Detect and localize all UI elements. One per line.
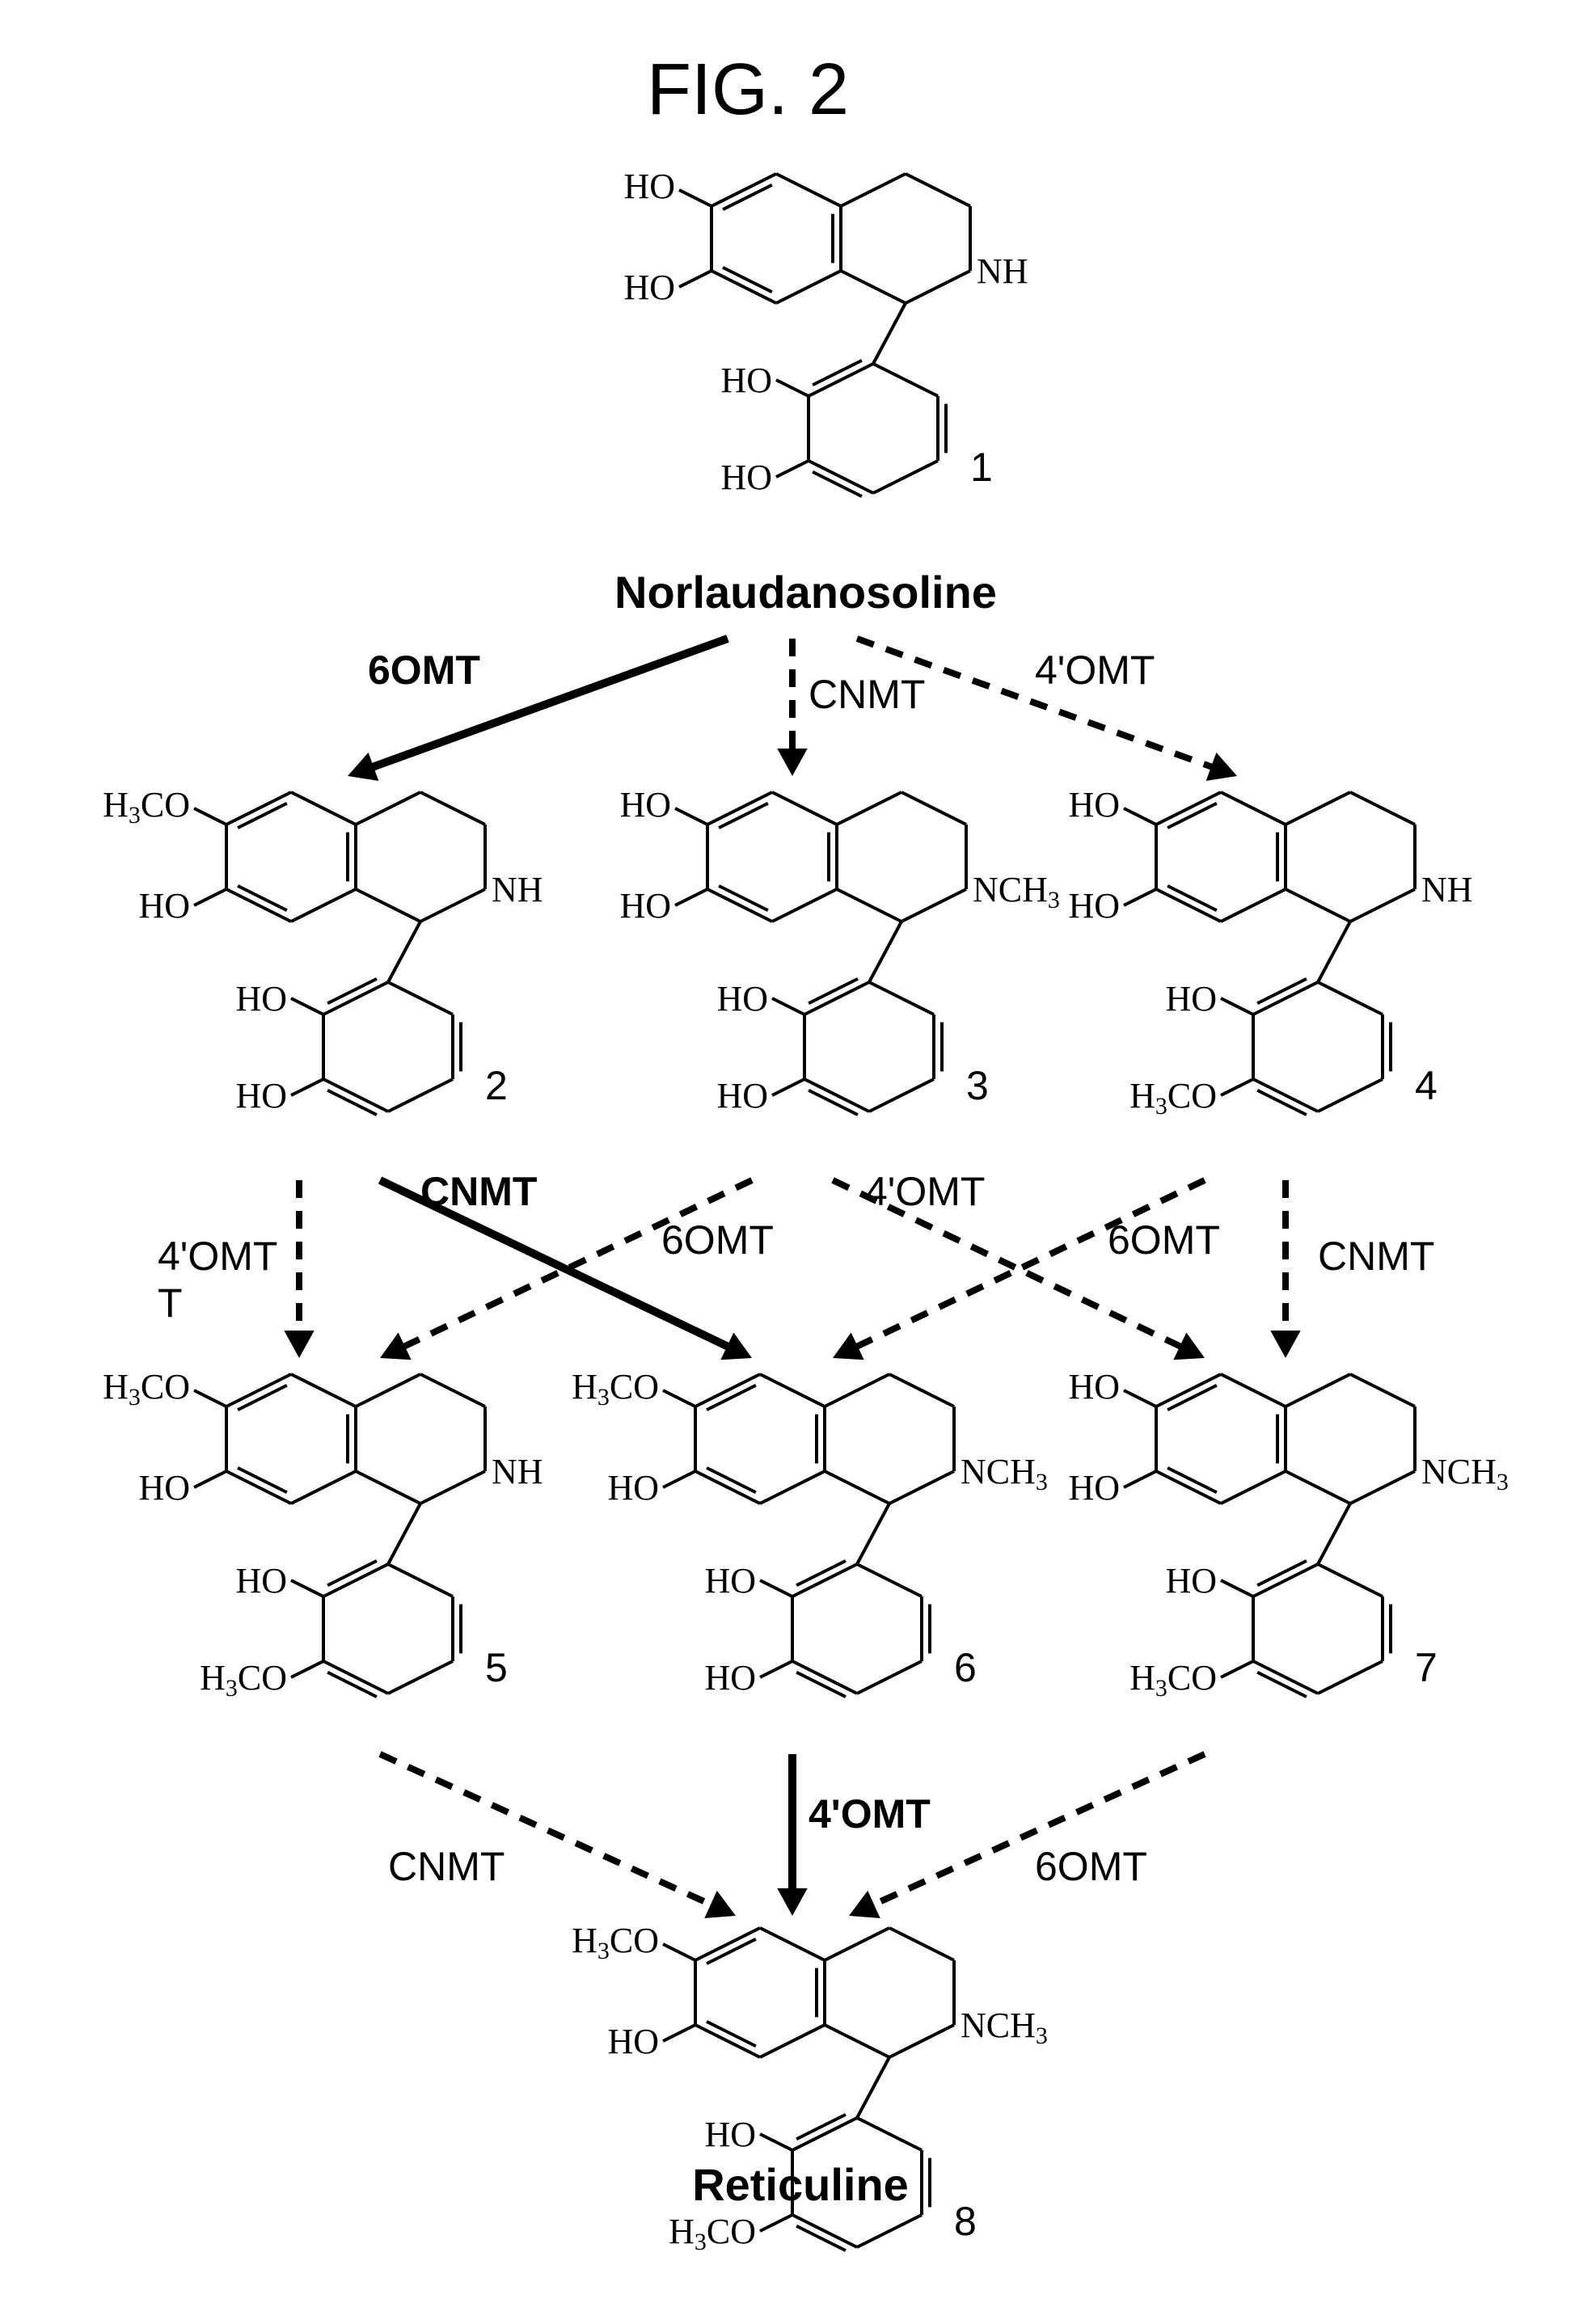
svg-text:HO: HO <box>1165 1561 1217 1601</box>
svg-text:HO: HO <box>235 1561 287 1601</box>
svg-text:7: 7 <box>1415 1645 1438 1690</box>
molecule-1-name: Norlaudanosoline <box>614 566 962 618</box>
svg-text:H3CO: H3CO <box>572 1367 659 1411</box>
svg-text:HO: HO <box>235 979 287 1019</box>
svg-text:HO: HO <box>1165 979 1217 1019</box>
enzyme-4omt-3-7: 4'OMT <box>865 1168 985 1215</box>
svg-text:HO: HO <box>720 458 772 497</box>
enzyme-6omt-1-2: 6OMT <box>368 647 480 694</box>
svg-text:HO: HO <box>1068 886 1120 926</box>
svg-text:HO: HO <box>607 2022 659 2061</box>
svg-text:NCH3: NCH3 <box>961 1452 1048 1495</box>
svg-text:HO: HO <box>607 1468 659 1508</box>
svg-text:HO: HO <box>704 1658 756 1698</box>
svg-text:2: 2 <box>485 1063 508 1108</box>
svg-text:NH: NH <box>492 1452 543 1491</box>
svg-text:NH: NH <box>1421 870 1473 909</box>
svg-text:H3CO: H3CO <box>200 1658 287 1702</box>
svg-text:HO: HO <box>720 361 772 400</box>
svg-text:HO: HO <box>623 167 675 206</box>
svg-text:4: 4 <box>1415 1063 1438 1108</box>
svg-text:H3CO: H3CO <box>1129 1658 1217 1702</box>
svg-text:HO: HO <box>716 979 768 1019</box>
svg-text:3: 3 <box>966 1063 989 1108</box>
enzyme-cnmt-1-3: CNMT <box>809 671 925 718</box>
svg-text:HO: HO <box>619 886 671 926</box>
svg-text:HO: HO <box>235 1076 287 1116</box>
svg-text:NH: NH <box>977 251 1028 291</box>
svg-text:H3CO: H3CO <box>1129 1076 1217 1120</box>
svg-text:HO: HO <box>704 2115 756 2154</box>
svg-text:HO: HO <box>716 1076 768 1116</box>
svg-text:HO: HO <box>619 785 671 825</box>
svg-text:NCH3: NCH3 <box>961 2006 1048 2049</box>
enzyme-cnmt-2-6: CNMT <box>420 1168 537 1215</box>
svg-text:HO: HO <box>138 1468 190 1508</box>
svg-text:HO: HO <box>1068 785 1120 825</box>
svg-text:NCH3: NCH3 <box>973 870 1060 913</box>
svg-text:NCH3: NCH3 <box>1421 1452 1509 1495</box>
enzyme-4omt-1-4: 4'OMT <box>1035 647 1155 694</box>
enzyme-6omt-7-8: 6OMT <box>1035 1843 1147 1890</box>
svg-text:HO: HO <box>1068 1468 1120 1508</box>
enzyme-cnmt-4-7: CNMT <box>1318 1233 1434 1280</box>
svg-text:HO: HO <box>138 886 190 926</box>
svg-text:HO: HO <box>1068 1367 1120 1407</box>
enzyme-4omt-2-5: 4'OMTT <box>158 1233 277 1326</box>
enzyme-4omt-2-5-part1: 4'OMT <box>158 1234 277 1279</box>
molecule-8-name: Reticuline <box>687 2158 914 2211</box>
figure-canvas: FIG. 2 HOHOHOHONH1 Norlaudanosoline H3CO… <box>0 0 1596 2216</box>
svg-text:1: 1 <box>970 445 993 490</box>
enzyme-6omt-4-6: 6OMT <box>1108 1217 1220 1263</box>
svg-text:H3CO: H3CO <box>572 1921 659 1964</box>
svg-text:8: 8 <box>954 2199 977 2244</box>
enzyme-cnmt-5-8: CNMT <box>388 1843 505 1890</box>
svg-text:6: 6 <box>954 1645 977 1690</box>
svg-text:H3CO: H3CO <box>103 1367 190 1411</box>
svg-text:NH: NH <box>492 870 543 909</box>
enzyme-4omt-6-8: 4'OMT <box>809 1790 931 1837</box>
svg-text:HO: HO <box>704 1561 756 1601</box>
svg-text:H3CO: H3CO <box>103 785 190 829</box>
svg-text:HO: HO <box>623 268 675 307</box>
svg-text:H3CO: H3CO <box>669 2212 756 2255</box>
enzyme-4omt-2-5-part2: T <box>158 1280 183 1326</box>
enzyme-6omt-3-5: 6OMT <box>661 1217 774 1263</box>
svg-text:5: 5 <box>485 1645 508 1690</box>
